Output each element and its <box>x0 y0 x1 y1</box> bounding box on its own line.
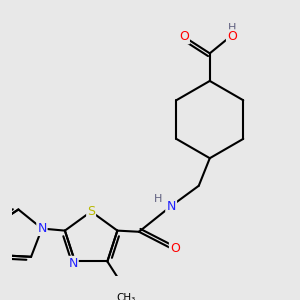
Text: O: O <box>227 30 237 43</box>
Text: H: H <box>228 22 236 33</box>
Text: CH₃: CH₃ <box>116 293 135 300</box>
Text: S: S <box>87 205 95 218</box>
Text: N: N <box>167 200 176 212</box>
Text: N: N <box>68 257 78 270</box>
Text: O: O <box>179 30 189 43</box>
Text: O: O <box>170 242 180 255</box>
Text: N: N <box>37 222 46 235</box>
Text: H: H <box>154 194 163 204</box>
